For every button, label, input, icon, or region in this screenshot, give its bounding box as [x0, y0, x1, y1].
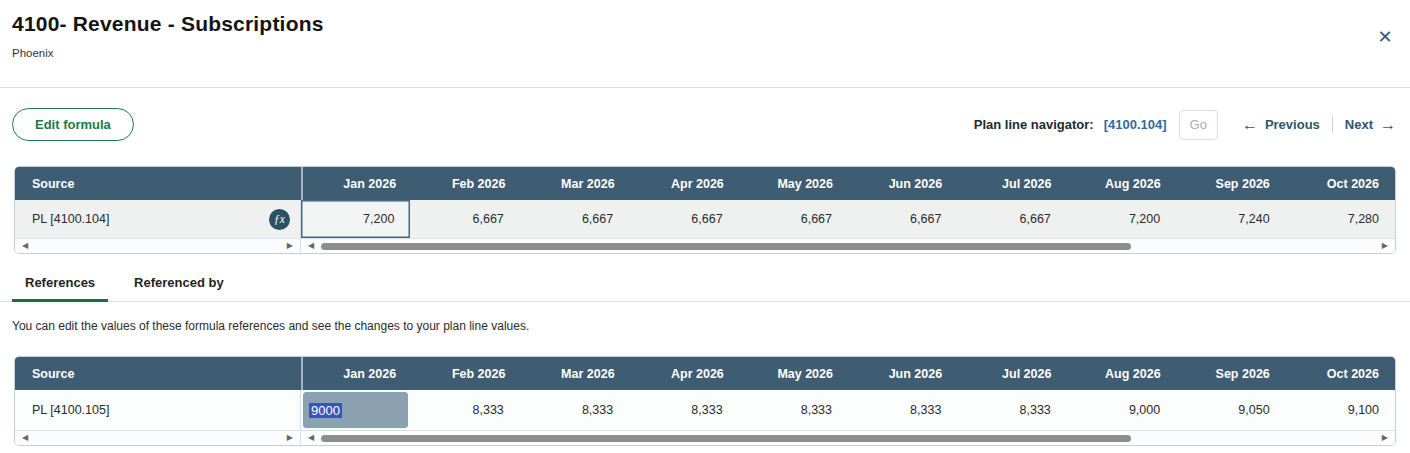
scroll-left-icon[interactable]: ◀	[22, 242, 28, 250]
month-header: Apr 2026	[631, 167, 740, 200]
scrollbar-thumb[interactable]	[321, 435, 1131, 442]
month-header: Oct 2026	[1286, 357, 1395, 390]
plan-line-table: Source Jan 2026 Feb 2026 Mar 2026 Apr 20…	[14, 166, 1396, 254]
value-edit-cell: 9000	[301, 390, 410, 430]
month-header: Sep 2026	[1177, 167, 1286, 200]
plan-line-source-label: PL [4100.104]	[32, 212, 109, 226]
value-cell[interactable]: 6,667	[957, 200, 1066, 238]
value-cell[interactable]: 7,280	[1286, 200, 1395, 238]
scroll-left-icon[interactable]: ◀	[22, 434, 28, 442]
value-cell[interactable]: 7,200	[1067, 200, 1176, 238]
month-header: Jan 2026	[303, 167, 412, 200]
scroll-right-icon[interactable]: ▶	[1382, 242, 1388, 250]
value-cell[interactable]: 6,667	[629, 200, 738, 238]
month-header: Feb 2026	[412, 357, 521, 390]
plan-line-table-scrollbars: ◀ ▶ ◀ ▶	[15, 239, 1395, 253]
value-cell[interactable]: 9,000	[1067, 390, 1176, 430]
month-header: Jun 2026	[849, 167, 958, 200]
month-header: Feb 2026	[412, 167, 521, 200]
source-column-header: Source	[15, 167, 301, 200]
data-columns-scrollbar[interactable]: ◀ ▶	[301, 239, 1395, 253]
page-title: 4100- Revenue - Subscriptions	[12, 12, 1398, 36]
plan-line-navigator: Plan line navigator: [4100.104] Go ← Pre…	[974, 108, 1396, 141]
nav-divider	[1332, 116, 1333, 133]
next-link[interactable]: Next →	[1345, 116, 1396, 134]
value-cell[interactable]: 6,667	[410, 200, 519, 238]
month-header: May 2026	[740, 357, 849, 390]
value-cell[interactable]: 8,333	[739, 390, 848, 430]
arrow-right-icon: →	[1380, 116, 1396, 134]
month-header: Jun 2026	[849, 357, 958, 390]
selected-value-cell[interactable]: 7,200	[301, 200, 410, 238]
month-header: Apr 2026	[631, 357, 740, 390]
value-cell[interactable]: 8,333	[957, 390, 1066, 430]
references-table-scrollbars: ◀ ▶ ◀ ▶	[15, 431, 1395, 445]
page-subtitle: Phoenix	[12, 47, 1398, 59]
references-table-header: Source Jan 2026 Feb 2026 Mar 2026 Apr 20…	[15, 357, 1395, 390]
value-cell[interactable]: 8,333	[629, 390, 738, 430]
month-header: Mar 2026	[521, 167, 630, 200]
month-header: Aug 2026	[1067, 357, 1176, 390]
month-header: Mar 2026	[521, 357, 630, 390]
reference-source-label: PL [4100.105]	[32, 403, 109, 417]
next-label: Next	[1345, 117, 1373, 132]
close-icon[interactable]: ✕	[1372, 24, 1398, 50]
month-header: Jan 2026	[303, 357, 412, 390]
plan-line-source-cell: PL [4100.104] ƒx	[15, 200, 301, 238]
page-header: 4100- Revenue - Subscriptions Phoenix ✕	[0, 0, 1410, 88]
plan-line-row: PL [4100.104] ƒx 7,200 6,667 6,667 6,667…	[15, 200, 1395, 239]
value-edit-input[interactable]: 9000	[303, 392, 408, 428]
previous-link[interactable]: ← Previous	[1242, 116, 1320, 134]
value-cell[interactable]: 6,667	[739, 200, 848, 238]
value-cell[interactable]: 8,333	[410, 390, 519, 430]
scroll-left-icon[interactable]: ◀	[308, 434, 314, 442]
source-column-scrollbar[interactable]: ◀ ▶	[15, 431, 301, 445]
source-column-scrollbar[interactable]: ◀ ▶	[15, 239, 301, 253]
navigator-label: Plan line navigator:	[974, 117, 1094, 132]
value-cell[interactable]: 8,333	[520, 390, 629, 430]
previous-label: Previous	[1265, 117, 1320, 132]
tab-referenced-by[interactable]: Referenced by	[121, 271, 237, 302]
fx-icon[interactable]: ƒx	[269, 209, 290, 230]
value-cell[interactable]: 9,100	[1286, 390, 1395, 430]
references-description: You can edit the values of these formula…	[12, 319, 1398, 333]
value-cell[interactable]: 9,050	[1176, 390, 1285, 430]
month-header: Sep 2026	[1177, 357, 1286, 390]
go-button[interactable]: Go	[1179, 110, 1218, 140]
scroll-left-icon[interactable]: ◀	[308, 242, 314, 250]
value-cell[interactable]: 7,240	[1176, 200, 1285, 238]
reference-source-cell: PL [4100.105]	[15, 390, 301, 430]
month-header: Oct 2026	[1286, 167, 1395, 200]
scroll-right-icon[interactable]: ▶	[287, 242, 293, 250]
month-header: Jul 2026	[958, 357, 1067, 390]
toolbar: Edit formula Plan line navigator: [4100.…	[0, 88, 1410, 141]
value-cell[interactable]: 6,667	[520, 200, 629, 238]
month-header: May 2026	[740, 167, 849, 200]
source-column-header: Source	[15, 357, 301, 390]
edit-formula-button[interactable]: Edit formula	[12, 108, 134, 141]
navigator-value[interactable]: [4100.104]	[1104, 117, 1167, 132]
references-table: Source Jan 2026 Feb 2026 Mar 2026 Apr 20…	[14, 356, 1396, 446]
plan-line-table-header: Source Jan 2026 Feb 2026 Mar 2026 Apr 20…	[15, 167, 1395, 200]
reference-row: PL [4100.105] 9000 8,333 8,333 8,333 8,3…	[15, 390, 1395, 431]
value-cell[interactable]: 8,333	[848, 390, 957, 430]
scrollbar-thumb[interactable]	[321, 243, 1131, 250]
tab-references[interactable]: References	[12, 271, 108, 302]
arrow-left-icon: ←	[1242, 116, 1258, 134]
month-header: Aug 2026	[1067, 167, 1176, 200]
data-columns-scrollbar[interactable]: ◀ ▶	[301, 431, 1395, 445]
references-tabbar: References Referenced by	[0, 271, 1410, 302]
scroll-right-icon[interactable]: ▶	[287, 434, 293, 442]
selected-text: 9000	[309, 403, 342, 418]
scroll-right-icon[interactable]: ▶	[1382, 434, 1388, 442]
value-cell[interactable]: 6,667	[848, 200, 957, 238]
month-header: Jul 2026	[958, 167, 1067, 200]
